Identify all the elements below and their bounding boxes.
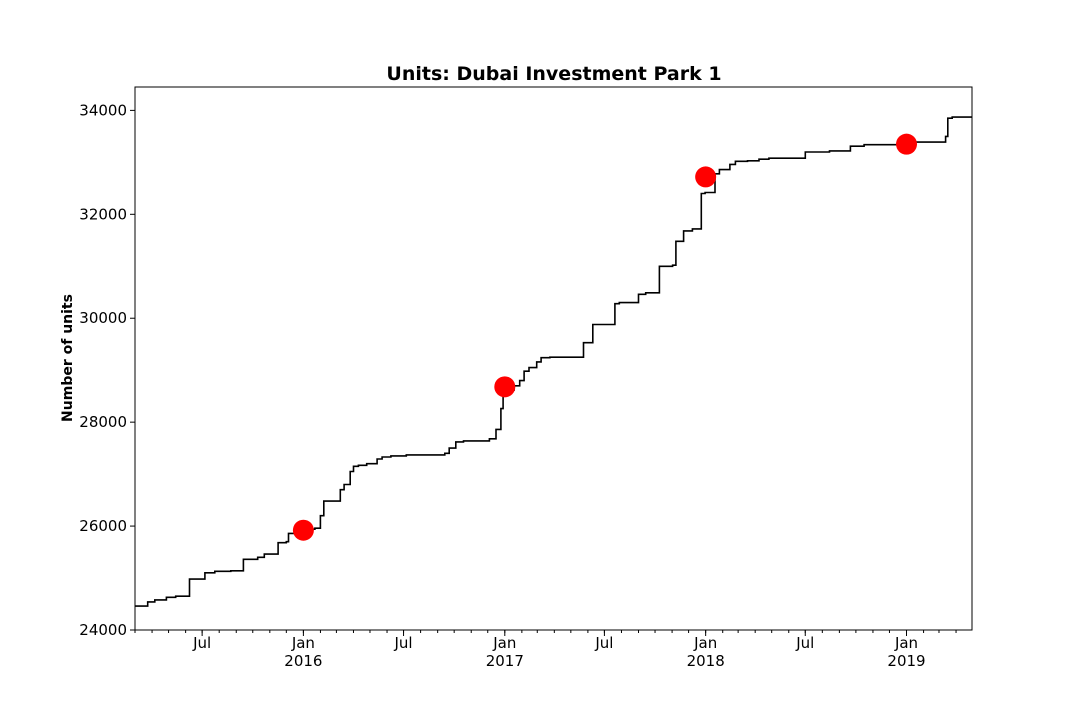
y-tick-label-28000: 28000	[79, 413, 127, 431]
x-tick-year-2: 2016	[284, 652, 322, 670]
series-line	[135, 116, 972, 607]
x-tick-label-5: Jul	[594, 634, 613, 652]
chart-title: Units: Dubai Investment Park 1	[386, 63, 721, 85]
x-tick-label-8: Jan	[894, 634, 918, 652]
y-axis-label: Number of units	[60, 294, 76, 422]
y-tick-label-24000: 24000	[79, 621, 127, 639]
x-tick-label-4: Jan	[492, 634, 516, 652]
marker-point-3	[695, 166, 717, 188]
marker-point-1	[292, 519, 314, 541]
y-tick-label-32000: 32000	[79, 205, 127, 223]
x-tick-label-1: Jul	[192, 634, 211, 652]
x-tick-year-6: 2018	[687, 652, 725, 670]
x-tick-label-2: Jan	[291, 634, 315, 652]
y-tick-label-30000: 30000	[79, 309, 127, 327]
x-tick-label-6: Jan	[693, 634, 717, 652]
marker-point-4	[896, 133, 918, 155]
marker-point-2	[494, 376, 516, 398]
x-tick-year-4: 2017	[486, 652, 524, 670]
x-tick-label-7: Jul	[795, 634, 814, 652]
y-tick-label-26000: 26000	[79, 517, 127, 535]
plot-frame	[134, 86, 973, 631]
x-tick-label-3: Jul	[393, 634, 412, 652]
y-tick-label-34000: 34000	[79, 101, 127, 119]
x-tick-year-8: 2019	[887, 652, 925, 670]
